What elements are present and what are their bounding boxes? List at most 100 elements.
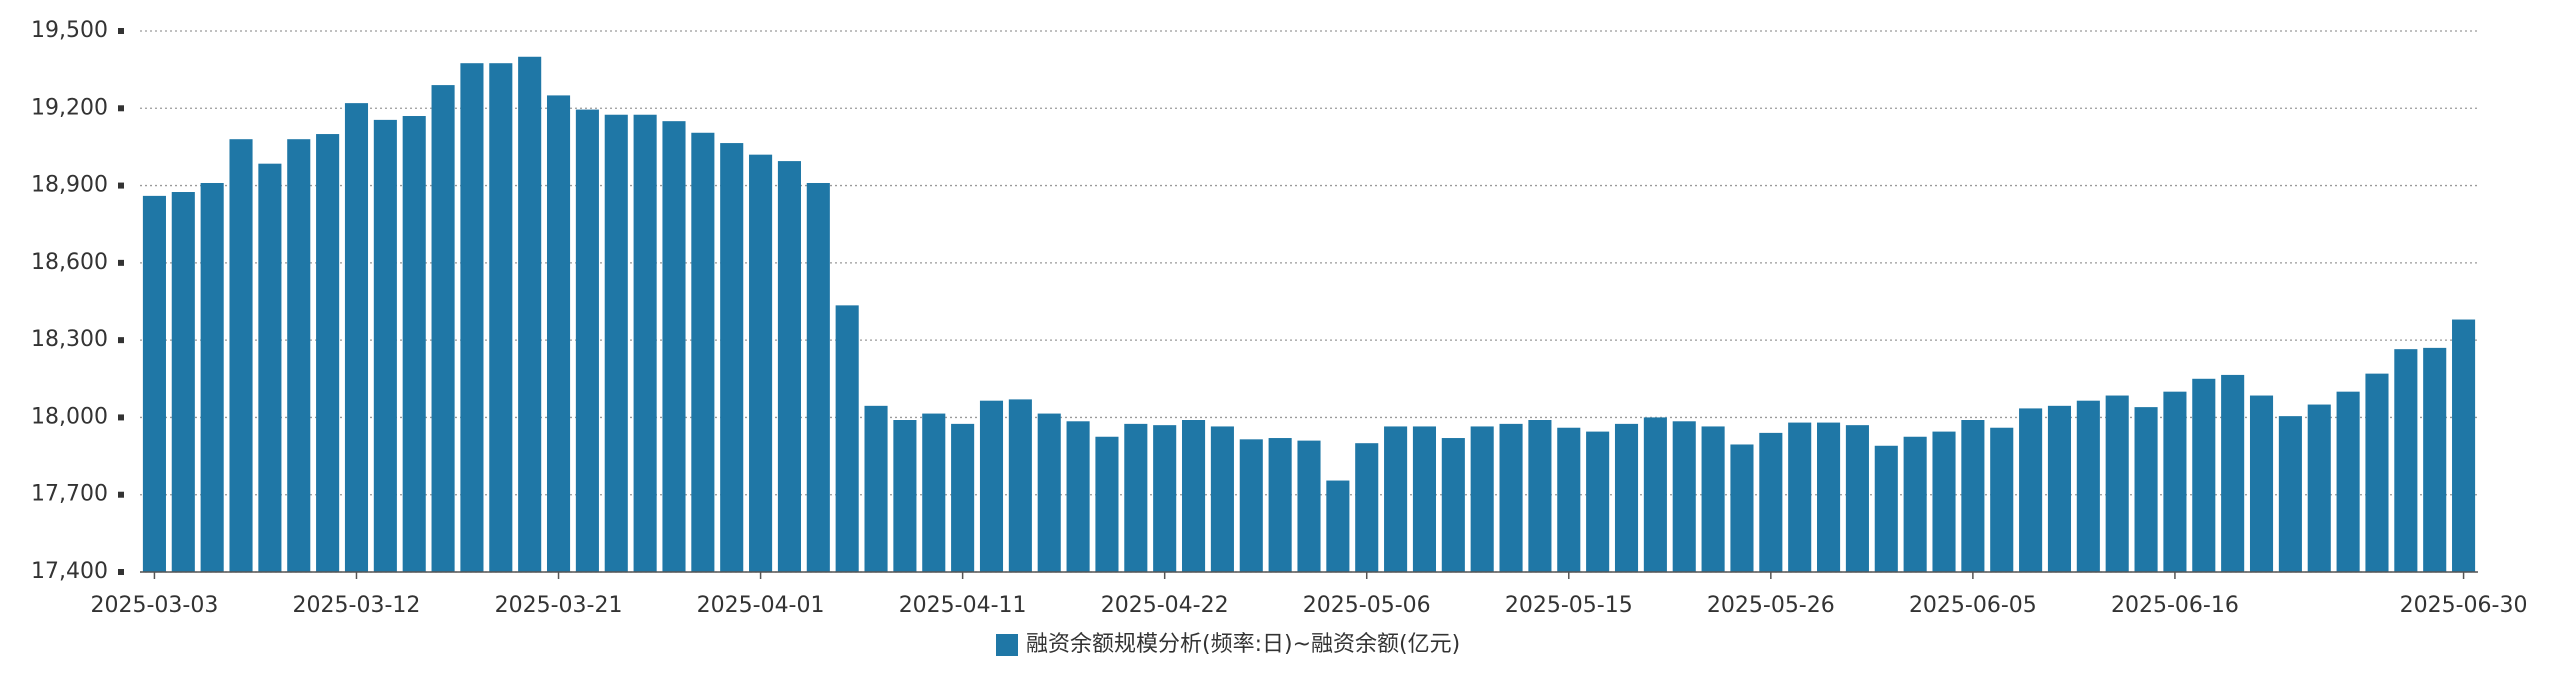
bar (720, 143, 744, 573)
bar (1614, 423, 1639, 572)
bar (1586, 431, 1610, 572)
legend-swatch (996, 634, 1018, 656)
bar (806, 182, 830, 572)
bar (1903, 436, 1927, 572)
bar (460, 63, 484, 572)
bar (2192, 378, 2216, 572)
y-tick-mark (118, 414, 124, 421)
bar (1008, 399, 1032, 572)
bar (1095, 436, 1119, 572)
y-tick-label: 18,300 (31, 327, 108, 352)
y-tick-mark (118, 569, 124, 575)
bar (344, 103, 369, 572)
bar (1153, 425, 1177, 572)
y-tick-mark (118, 182, 124, 189)
bar (2336, 391, 2360, 572)
bar (1788, 422, 1812, 572)
bar (1557, 427, 1581, 572)
bar (2221, 374, 2245, 572)
bar (1239, 439, 1263, 572)
bar (1470, 426, 1494, 572)
x-tick-label: 2025-03-03 (91, 593, 219, 618)
bar (1874, 445, 1898, 572)
y-tick-label: 17,700 (31, 482, 108, 507)
x-tick-label: 2025-06-30 (2400, 593, 2528, 618)
x-tick-label: 2025-04-01 (697, 593, 825, 618)
bar (2134, 407, 2158, 572)
bar (1701, 426, 1725, 572)
bar (1817, 422, 1841, 572)
y-tick-label: 19,500 (31, 18, 108, 43)
y-tick-mark (118, 105, 124, 112)
bar (489, 63, 513, 572)
bar (2249, 395, 2274, 572)
bar (1066, 421, 1090, 572)
x-tick-label: 2025-05-06 (1303, 593, 1431, 618)
bar (287, 139, 311, 572)
x-tick-label: 2025-05-26 (1707, 593, 1835, 618)
bar (1499, 423, 1523, 572)
x-tick-label: 2025-06-16 (2111, 593, 2239, 618)
bar (402, 116, 426, 572)
x-tick-label: 2025-06-05 (1909, 593, 2037, 618)
x-tick-label: 2025-04-22 (1101, 593, 1229, 618)
y-tick-label: 18,600 (31, 250, 108, 275)
bar (835, 305, 859, 572)
x-tick-label: 2025-03-21 (495, 593, 623, 618)
bar (2307, 404, 2331, 572)
bar (922, 413, 946, 572)
bar (1845, 425, 1869, 572)
bar (691, 132, 715, 572)
bar (1730, 444, 1754, 572)
bar (1990, 427, 2014, 572)
bar (1355, 443, 1379, 572)
bar (2452, 319, 2476, 572)
y-tick-label: 19,200 (31, 95, 108, 120)
bar (2423, 347, 2447, 572)
bar (1643, 417, 1667, 572)
y-tick-label: 18,900 (31, 173, 108, 198)
bar (171, 192, 195, 572)
bar (2105, 395, 2129, 572)
bar (749, 154, 773, 572)
bar (1037, 413, 1061, 572)
bar (1412, 426, 1437, 572)
bar (431, 85, 455, 572)
y-tick-mark (118, 259, 124, 266)
y-tick-mark (118, 28, 124, 34)
bar (316, 134, 340, 573)
y-tick-mark (118, 337, 124, 344)
y-tick-label: 17,400 (31, 559, 108, 584)
bar (2019, 408, 2043, 572)
bar (518, 56, 542, 573)
bar (1759, 432, 1783, 572)
bar (951, 423, 975, 572)
bar (2394, 349, 2418, 572)
bar (2047, 405, 2072, 572)
bar (2163, 391, 2187, 572)
bar (2076, 400, 2100, 572)
bar (546, 95, 571, 573)
legend-label: 融资余额规模分析(频率:日)~融资余额(亿元) (1026, 632, 1460, 657)
bar (575, 109, 599, 573)
y-tick-mark (118, 491, 124, 498)
bar (893, 420, 917, 572)
bar (1297, 440, 1321, 572)
bar (1441, 438, 1465, 572)
bar (1672, 421, 1696, 572)
bar (1181, 420, 1206, 572)
x-tick-label: 2025-05-15 (1505, 593, 1633, 618)
bar (777, 161, 801, 572)
bar (2365, 373, 2389, 572)
bar (2278, 416, 2302, 572)
bar (1326, 480, 1350, 572)
bar (662, 121, 686, 573)
x-tick-label: 2025-04-11 (899, 593, 1027, 618)
bar (1124, 423, 1148, 572)
bar (200, 182, 224, 572)
bar (1932, 431, 1956, 572)
bar (604, 114, 628, 572)
bar (1384, 426, 1408, 572)
bar (1961, 420, 1985, 572)
